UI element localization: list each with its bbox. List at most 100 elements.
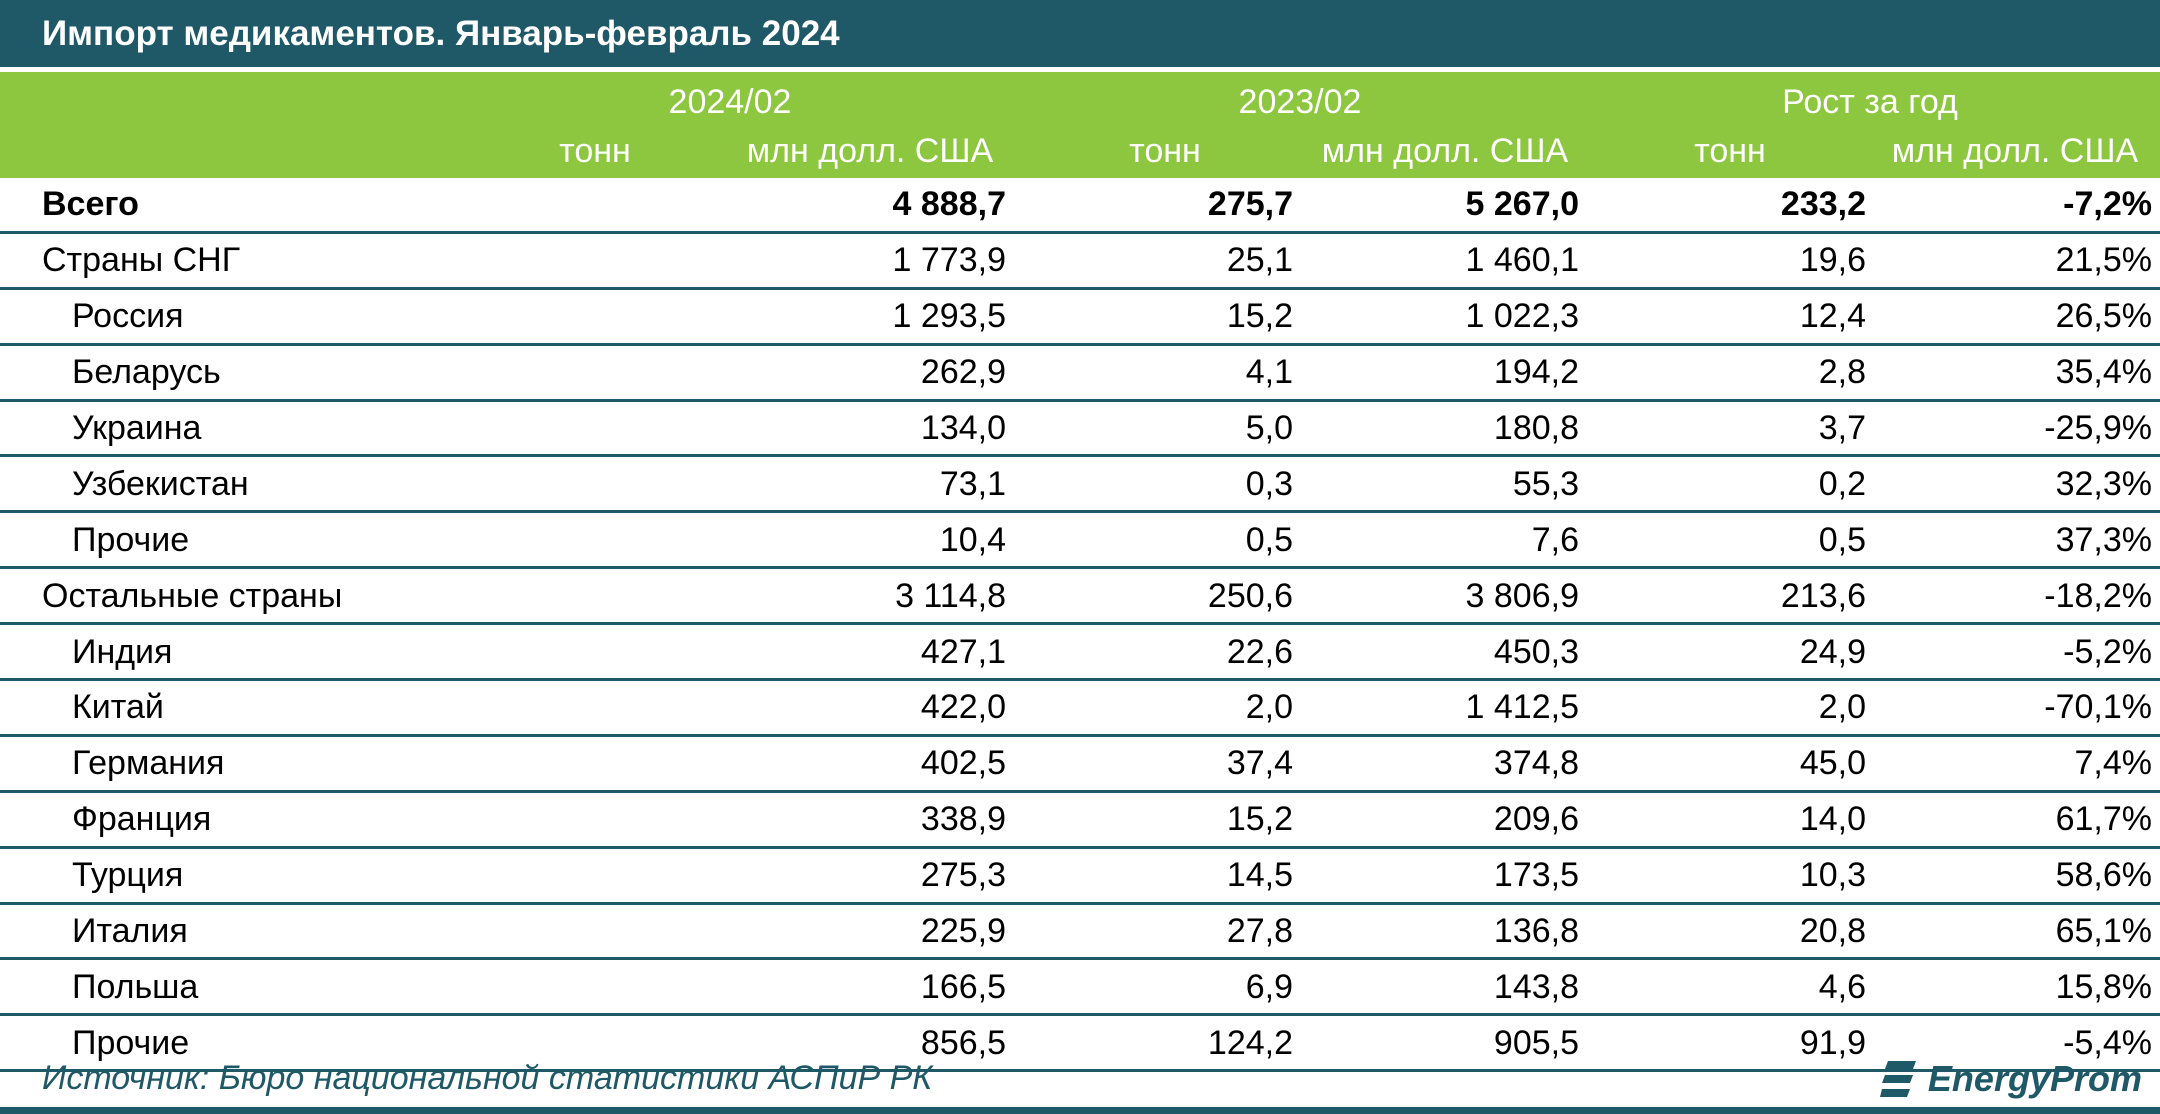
- row-label: Франция: [0, 791, 439, 849]
- footer: Источник: Бюро национальной статистики А…: [0, 1050, 2160, 1106]
- value-cell: 134,0: [728, 400, 1014, 458]
- value-cell: 905,5: [1301, 1014, 1587, 1073]
- value-cell: 65,1%: [1874, 903, 2160, 961]
- value-cell: 25,1: [1014, 232, 1301, 290]
- value-cell: 7,4%: [1874, 735, 2160, 793]
- spacer-cell: [439, 958, 728, 1017]
- logo-text: EnergyProm: [1927, 1058, 2142, 1099]
- row-label: Беларусь: [0, 344, 439, 402]
- value-cell: 173,5: [1301, 847, 1587, 905]
- table-row: Остальные страны 3 114,8 250,6 3 806,9 213,6…: [0, 567, 2160, 626]
- group-header-2024: 2024/02: [668, 83, 792, 121]
- value-cell: 4 888,7: [728, 178, 1014, 234]
- value-cell: 10,3: [1587, 847, 1874, 905]
- value-cell: 32,3%: [1874, 455, 2160, 514]
- title-bar: Импорт медикаментов. Январь-февраль 2024: [0, 0, 2160, 67]
- value-cell: 213,6: [1587, 567, 1874, 626]
- spacer-cell: [439, 735, 728, 793]
- value-cell: 15,8%: [1874, 958, 2160, 1017]
- value-cell: 856,5: [728, 1014, 1014, 1073]
- value-cell: 7,6: [1301, 511, 1587, 570]
- row-label: Индия: [0, 623, 439, 682]
- value-cell: 26,5%: [1874, 288, 2160, 346]
- value-cell: 73,1: [728, 455, 1014, 514]
- value-cell: 194,2: [1301, 344, 1587, 402]
- value-cell: 20,8: [1587, 903, 1874, 961]
- value-cell: 225,9: [728, 903, 1014, 961]
- value-cell: 262,9: [728, 344, 1014, 402]
- value-cell: 12,4: [1587, 288, 1874, 346]
- row-label: Прочие: [0, 511, 439, 570]
- value-cell: 4,1: [1014, 344, 1301, 402]
- row-label: Остальные страны: [0, 567, 439, 626]
- value-cell: -25,9%: [1874, 400, 2160, 458]
- row-label: Прочие: [0, 1014, 439, 1073]
- subheader-usd-growth: млн долл. США: [1891, 132, 2139, 170]
- value-cell: -5,2%: [1874, 623, 2160, 682]
- value-cell: 55,3: [1301, 455, 1587, 514]
- spacer-cell: [439, 344, 728, 402]
- value-cell: 27,8: [1014, 903, 1301, 961]
- value-cell: 5,0: [1014, 400, 1301, 458]
- value-cell: 15,2: [1014, 791, 1301, 849]
- value-cell: 2,0: [1014, 679, 1301, 737]
- value-cell: 1 460,1: [1301, 232, 1587, 290]
- value-cell: 1 412,5: [1301, 679, 1587, 737]
- row-label: Польша: [0, 958, 439, 1017]
- table-header: 2024/02 2023/02 Рост за год тонн млн дол…: [0, 72, 2160, 178]
- value-cell: 0,5: [1014, 511, 1301, 570]
- value-cell: 166,5: [728, 958, 1014, 1017]
- spacer-cell: [439, 623, 728, 682]
- value-cell: 10,4: [728, 511, 1014, 570]
- value-cell: 402,5: [728, 735, 1014, 793]
- subheader-tons-2024: тонн: [559, 132, 631, 170]
- value-cell: 45,0: [1587, 735, 1874, 793]
- value-cell: 91,9: [1587, 1014, 1874, 1073]
- row-label: Страны СНГ: [0, 232, 439, 290]
- subheader-tons-2023: тонн: [1129, 132, 1201, 170]
- value-cell: 35,4%: [1874, 344, 2160, 402]
- value-cell: 2,8: [1587, 344, 1874, 402]
- spacer-cell: [439, 288, 728, 346]
- spacer-cell: [439, 567, 728, 626]
- value-cell: -18,2%: [1874, 567, 2160, 626]
- row-label: Германия: [0, 735, 439, 793]
- value-cell: 1 773,9: [728, 232, 1014, 290]
- value-cell: 5 267,0: [1301, 178, 1587, 234]
- value-cell: 14,0: [1587, 791, 1874, 849]
- subheader-usd-2024: млн долл. США: [746, 132, 994, 170]
- spacer-cell: [439, 903, 728, 961]
- spacer-cell: [439, 455, 728, 514]
- row-label: Турция: [0, 847, 439, 905]
- value-cell: 143,8: [1301, 958, 1587, 1017]
- bottom-bar: [0, 1107, 2160, 1114]
- row-label: Россия: [0, 288, 439, 346]
- value-cell: 250,6: [1014, 567, 1301, 626]
- value-cell: -70,1%: [1874, 679, 2160, 737]
- value-cell: 180,8: [1301, 400, 1587, 458]
- value-cell: 0,3: [1014, 455, 1301, 514]
- value-cell: -5,4%: [1874, 1014, 2160, 1073]
- value-cell: 338,9: [728, 791, 1014, 849]
- value-cell: 275,7: [1014, 178, 1301, 234]
- value-cell: 24,9: [1587, 623, 1874, 682]
- value-cell: 0,2: [1587, 455, 1874, 514]
- value-cell: 422,0: [728, 679, 1014, 737]
- group-header-2023: 2023/02: [1238, 83, 1362, 121]
- row-label: Всего: [0, 178, 439, 234]
- row-label: Узбекистан: [0, 455, 439, 514]
- value-cell: 136,8: [1301, 903, 1587, 961]
